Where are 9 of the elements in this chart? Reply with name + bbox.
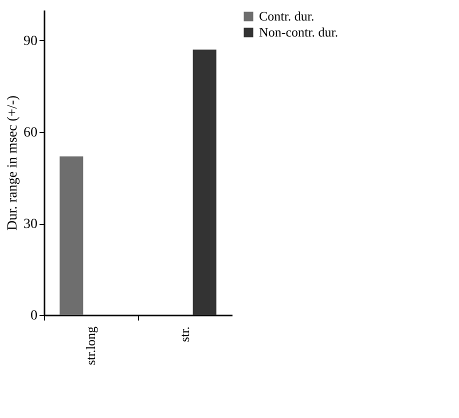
y-tick-label: 0: [30, 308, 38, 324]
y-axis-title: Dur. range in msec (+/-): [6, 95, 20, 231]
x-tick-label: str.: [177, 326, 192, 342]
legend-label: Non-contr. dur.: [259, 24, 338, 40]
legend-label: Contr. dur.: [259, 8, 314, 24]
x-tick-label: str.long: [83, 326, 98, 366]
y-tick-label: 90: [24, 34, 38, 49]
y-tick-label: 60: [24, 126, 38, 140]
y-tick-label: 30: [24, 217, 38, 232]
